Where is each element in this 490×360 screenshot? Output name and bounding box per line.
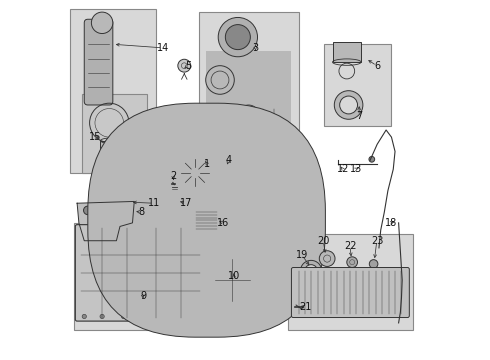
Text: 17: 17 <box>180 198 192 208</box>
Circle shape <box>92 12 113 33</box>
Text: 16: 16 <box>218 218 230 228</box>
Text: 8: 8 <box>138 207 145 217</box>
Text: 1: 1 <box>204 159 211 169</box>
Text: 9: 9 <box>140 291 146 301</box>
Text: 18: 18 <box>385 218 397 228</box>
Bar <box>206 51 292 176</box>
Text: 5: 5 <box>185 61 191 71</box>
Text: 23: 23 <box>371 236 383 246</box>
Circle shape <box>230 163 233 166</box>
Circle shape <box>216 165 219 168</box>
Text: 15: 15 <box>89 132 101 142</box>
Text: 13: 13 <box>349 164 362 174</box>
Text: 6: 6 <box>374 61 380 71</box>
FancyBboxPatch shape <box>88 103 325 337</box>
Circle shape <box>347 257 358 267</box>
Bar <box>198 12 298 216</box>
Circle shape <box>369 157 375 162</box>
Circle shape <box>114 197 130 213</box>
Text: 22: 22 <box>344 241 357 251</box>
Polygon shape <box>77 202 134 241</box>
Circle shape <box>178 59 191 72</box>
Text: 12: 12 <box>337 164 349 174</box>
Text: 3: 3 <box>253 43 259 53</box>
Text: 2: 2 <box>171 171 177 181</box>
Text: 4: 4 <box>226 156 232 165</box>
Circle shape <box>225 160 228 163</box>
Circle shape <box>369 260 378 268</box>
Circle shape <box>118 206 126 215</box>
Bar <box>70 9 156 173</box>
Bar <box>100 141 120 164</box>
FancyBboxPatch shape <box>84 19 113 105</box>
FancyBboxPatch shape <box>174 190 193 206</box>
Circle shape <box>122 314 126 319</box>
Circle shape <box>225 24 250 50</box>
Circle shape <box>83 206 92 215</box>
Text: 7: 7 <box>356 111 363 121</box>
Circle shape <box>305 265 318 278</box>
Circle shape <box>175 153 215 193</box>
Polygon shape <box>215 258 250 301</box>
Bar <box>333 42 361 62</box>
Circle shape <box>186 314 190 319</box>
Circle shape <box>220 175 222 178</box>
Bar <box>288 234 413 330</box>
Text: 19: 19 <box>296 250 308 260</box>
Circle shape <box>232 168 235 171</box>
Circle shape <box>334 91 363 119</box>
Circle shape <box>220 161 222 163</box>
Bar <box>82 94 147 173</box>
Circle shape <box>230 173 233 176</box>
Text: 20: 20 <box>318 236 330 246</box>
Bar <box>323 44 392 126</box>
Circle shape <box>196 314 201 319</box>
Circle shape <box>218 18 258 57</box>
Circle shape <box>300 260 322 282</box>
Text: 14: 14 <box>157 43 169 53</box>
Text: 11: 11 <box>148 198 160 208</box>
Text: 21: 21 <box>299 302 312 312</box>
Circle shape <box>143 314 147 319</box>
Circle shape <box>225 176 228 179</box>
Circle shape <box>84 230 92 237</box>
Circle shape <box>215 158 236 180</box>
Circle shape <box>100 314 104 319</box>
Text: 10: 10 <box>228 271 241 282</box>
Circle shape <box>319 251 335 266</box>
Circle shape <box>82 314 86 319</box>
Bar <box>74 223 209 330</box>
Circle shape <box>164 314 169 319</box>
Circle shape <box>340 96 358 114</box>
FancyBboxPatch shape <box>75 225 206 321</box>
Circle shape <box>216 171 219 174</box>
FancyBboxPatch shape <box>292 267 409 318</box>
